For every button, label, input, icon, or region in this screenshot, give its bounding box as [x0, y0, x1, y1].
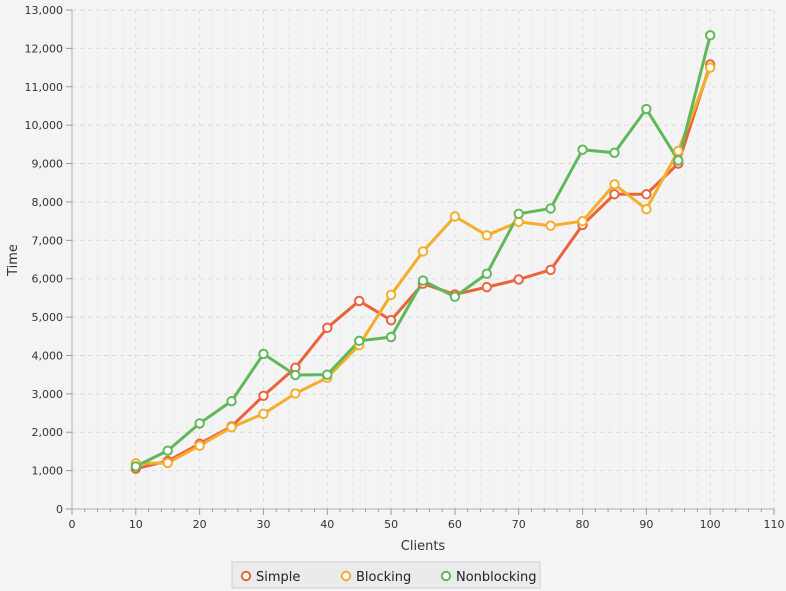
simple-data-point	[322, 322, 333, 334]
nonblocking-data-point	[353, 335, 365, 347]
blocking-data-point	[194, 440, 205, 451]
nonblocking-data-point	[258, 348, 269, 360]
nonblocking-data-point	[290, 369, 301, 381]
x-axis-title: Clients	[401, 539, 446, 554]
blocking-data-point	[577, 215, 588, 227]
blocking-data-point	[481, 230, 493, 241]
nonblocking-data-point	[609, 147, 620, 158]
y-tick-label: 2,000	[32, 426, 64, 439]
nonblocking-data-point	[481, 268, 493, 279]
nonblocking-data-point	[162, 445, 173, 456]
nonblocking-data-point	[449, 291, 461, 302]
y-tick-label: 9,000	[32, 158, 64, 171]
blocking-data-point	[609, 179, 620, 190]
x-tick-label: 20	[193, 518, 207, 531]
legend-marker-blocking	[340, 570, 352, 582]
legend: Simple Blocking Nonblocking	[231, 561, 541, 589]
simple-data-point	[513, 274, 524, 285]
y-tick-label: 0	[56, 503, 63, 516]
y-tick-label: 5,000	[32, 311, 64, 324]
blocking-data-point	[417, 246, 429, 257]
blocking-data-point	[226, 422, 237, 433]
blocking-data-point	[641, 204, 652, 215]
blocking-data-point	[290, 388, 301, 399]
x-tick-label: 100	[700, 518, 721, 531]
y-tick-label: 1,000	[32, 465, 64, 478]
grid-lines	[72, 9, 775, 509]
y-tick-label: 7,000	[32, 234, 64, 247]
x-tick-label: 70	[512, 518, 526, 531]
legend-label-blocking: Blocking	[356, 570, 411, 585]
legend-marker-simple	[240, 570, 252, 582]
nonblocking-data-point	[226, 395, 237, 407]
blocking-data-point	[704, 62, 716, 73]
y-tick-label: 8,000	[32, 196, 64, 209]
x-tick-label: 30	[256, 518, 270, 531]
nonblocking-data-point	[704, 30, 716, 41]
simple-data-point	[385, 314, 397, 326]
nonblocking-data-point	[545, 203, 556, 214]
legend-label-nonblocking: Nonblocking	[456, 570, 537, 585]
x-tick-label: 40	[320, 518, 334, 531]
simple-data-point	[545, 264, 556, 276]
legend-marker-nonblocking	[440, 570, 452, 582]
legend-box	[231, 561, 541, 589]
nonblocking-data-point	[641, 103, 652, 115]
series-lines	[130, 30, 716, 474]
y-tick-label: 13,000	[25, 4, 64, 17]
nonblocking-data-point	[577, 144, 588, 155]
simple-data-point	[641, 189, 652, 200]
blocking-data-point	[673, 145, 684, 157]
y-tick-label: 10,000	[25, 119, 64, 132]
plot-area	[72, 10, 774, 509]
simple-data-point	[353, 295, 365, 307]
blocking-data-point	[385, 289, 397, 301]
nonblocking-data-point	[194, 418, 205, 429]
y-tick-label: 6,000	[32, 273, 64, 286]
nonblocking-data-point	[673, 155, 684, 166]
x-tick-label: 60	[448, 518, 462, 531]
y-tick-label: 3,000	[32, 388, 64, 401]
axes: 0 10 20 30 40 50 60 70 80 90 100 110 0 1,000 2,000 3,00…	[25, 4, 785, 531]
legend-label-simple: Simple	[256, 570, 300, 585]
simple-data-point	[481, 281, 493, 293]
nonblocking-data-point	[322, 369, 333, 380]
blocking-data-point	[162, 457, 173, 469]
x-tick-label: 90	[639, 518, 653, 531]
x-tick-label: 10	[129, 518, 143, 531]
blocking-data-point	[258, 408, 269, 420]
nonblocking-data-point	[417, 275, 429, 286]
simple-data-point	[258, 390, 269, 401]
x-tick-label: 50	[384, 518, 398, 531]
blocking-data-point	[545, 220, 556, 231]
x-tick-label: 110	[764, 518, 785, 531]
nonblocking-data-point	[130, 461, 142, 472]
blocking-data-point	[449, 211, 461, 222]
y-tick-label: 11,000	[25, 81, 64, 94]
simple-data-point	[609, 189, 620, 200]
y-tick-label: 12,000	[25, 42, 64, 55]
nonblocking-data-point	[513, 208, 524, 220]
x-tick-label: 0	[69, 518, 76, 531]
x-tick-label: 80	[576, 518, 590, 531]
nonblocking-data-point	[385, 331, 397, 343]
y-tick-label: 4,000	[32, 349, 64, 362]
y-axis-title: Time	[6, 244, 21, 277]
